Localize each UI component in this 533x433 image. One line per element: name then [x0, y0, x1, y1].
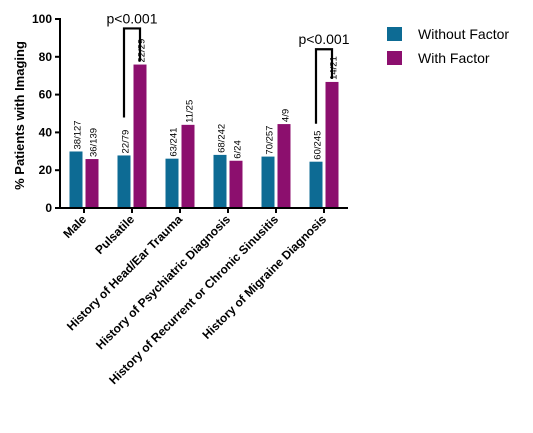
- data-label: 63/241: [169, 128, 180, 157]
- axes-layer: 0 20 40 60 80 100: [32, 12, 348, 215]
- y-tick-label: 60: [39, 88, 53, 102]
- annotations-layer: p<0.001 p<0.001: [107, 10, 350, 124]
- data-label: 4/9: [281, 109, 292, 122]
- significance-bracket: [122, 27, 142, 118]
- legend-swatch: [387, 51, 402, 65]
- data-label: 70/257: [265, 126, 276, 155]
- bar-with-factor-2: [181, 124, 195, 208]
- bar-without-factor-2: [165, 158, 179, 208]
- bar-with-factor-5: [325, 81, 339, 208]
- y-axis-label: % Patients with Imaging: [12, 41, 27, 190]
- legend-label: With Factor: [418, 50, 490, 66]
- data-label: 68/242: [217, 124, 228, 153]
- bar-with-factor-3: [229, 160, 243, 208]
- data-label: 36/139: [89, 128, 100, 157]
- y-tick-label: 40: [39, 125, 53, 139]
- p-value-label: p<0.001: [107, 10, 158, 26]
- bar-with-factor-0: [85, 159, 99, 208]
- x-category-label: Pulsatile: [92, 212, 137, 257]
- data-label: 11/25: [185, 100, 196, 123]
- legend-swatch: [387, 27, 402, 41]
- y-tick-label: 0: [45, 201, 52, 215]
- y-tick-label: 20: [39, 163, 53, 177]
- bar-without-factor-3: [213, 154, 227, 208]
- bar-without-factor-4: [261, 156, 275, 208]
- legend: Without Factor With Factor: [387, 26, 509, 66]
- bar-without-factor-5: [309, 161, 323, 208]
- data-label: 14/21: [329, 56, 340, 80]
- data-label: 38/127: [73, 120, 84, 149]
- p-value-label: p<0.001: [299, 31, 350, 47]
- legend-label: Without Factor: [418, 26, 509, 42]
- x-category-label: History of Recurrent or Chronic Sinusiti…: [106, 212, 281, 387]
- significance-bracket: [314, 48, 334, 124]
- bar-without-factor-1: [117, 155, 131, 208]
- y-tick-label: 80: [39, 50, 53, 64]
- bar-with-factor-4: [277, 124, 291, 208]
- data-label: 60/245: [313, 131, 324, 160]
- x-category-label: Male: [60, 212, 89, 241]
- data-label: 22/79: [121, 130, 132, 154]
- bar-without-factor-0: [69, 151, 83, 208]
- data-label: 6/24: [233, 140, 244, 159]
- y-tick-label: 100: [32, 12, 52, 26]
- data-label: 22/29: [137, 39, 148, 63]
- data-labels-layer: 38/127 22/79 63/241 68/242 70/257 60/245 36/13…: [73, 39, 340, 160]
- bar-with-factor-1: [133, 64, 147, 208]
- bars-layer: [69, 64, 339, 208]
